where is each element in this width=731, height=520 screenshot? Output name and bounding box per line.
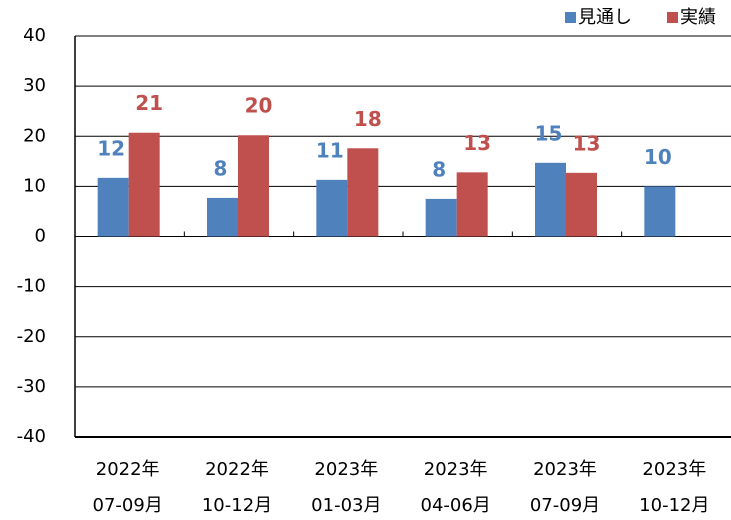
x-tick-label: 10-12月 [639, 495, 709, 516]
y-tick-label: 0 [35, 226, 46, 247]
bar [97, 177, 129, 237]
y-tick-label: -40 [17, 426, 46, 447]
value-label: 13 [573, 131, 601, 155]
bar [347, 148, 379, 237]
x-tick-label: 04-06月 [421, 495, 491, 516]
value-label: 15 [535, 121, 563, 145]
legend-label: 実績 [680, 7, 716, 28]
legend-swatch [667, 12, 678, 23]
y-tick-label: -10 [17, 276, 46, 297]
bar [456, 172, 488, 237]
y-tick-label: 40 [23, 25, 46, 46]
x-tick-label: 2023年 [424, 459, 488, 480]
value-label: 8 [432, 157, 446, 181]
bar [425, 198, 457, 237]
x-tick-label: 10-12月 [202, 495, 272, 516]
value-label: 20 [245, 94, 273, 118]
x-tick-label: 07-09月 [530, 495, 600, 516]
y-tick-label: 20 [23, 125, 46, 146]
value-label: 8 [214, 156, 228, 180]
x-tick-label: 07-09月 [93, 495, 163, 516]
x-tick-label: 2023年 [642, 459, 706, 480]
value-label: 21 [135, 91, 163, 115]
bar [644, 186, 676, 237]
value-label: 13 [463, 131, 491, 155]
bar [207, 197, 238, 237]
legend-swatch [565, 12, 576, 23]
x-tick-label: 2022年 [205, 459, 269, 480]
value-label: 18 [354, 107, 382, 131]
x-tick-label: 2023年 [314, 459, 378, 480]
bar [535, 162, 566, 237]
y-tick-label: 30 [23, 75, 46, 96]
value-label: 11 [316, 138, 344, 162]
bar [238, 135, 269, 237]
x-tick-label: 2023年 [533, 459, 597, 480]
bar [128, 132, 160, 237]
legend-label: 見通し [578, 7, 632, 28]
bar [566, 172, 597, 237]
value-label: 10 [644, 145, 672, 169]
bar [316, 179, 348, 237]
value-label: 12 [97, 136, 125, 160]
x-tick-label: 2022年 [96, 459, 160, 480]
y-tick-label: -20 [17, 326, 46, 347]
x-tick-label: 01-03月 [311, 495, 381, 516]
y-tick-label: -30 [17, 376, 46, 397]
y-tick-label: 10 [23, 175, 46, 196]
